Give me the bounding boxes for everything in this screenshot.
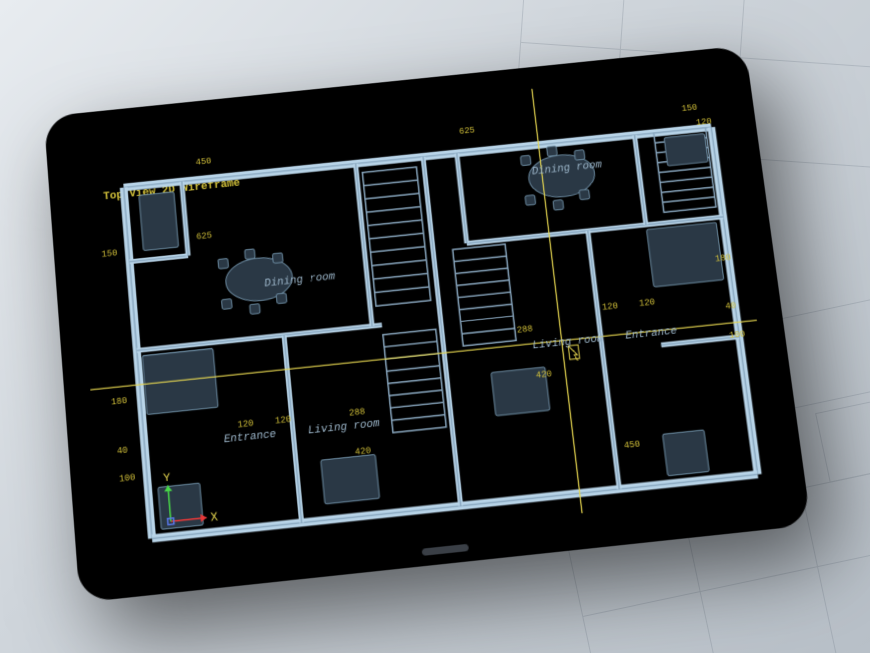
dimension-label: 120 [695, 116, 712, 127]
dimension-label: 100 [729, 329, 746, 341]
dimension-label: 120 [275, 414, 292, 426]
svg-text:Y: Y [163, 470, 171, 485]
room-label: Entrance [223, 428, 276, 446]
cad-viewport[interactable]: Top|View 2D Wireframe Dining roomDining … [71, 68, 780, 564]
room-label: Entrance [625, 325, 678, 342]
dimension-label: 420 [535, 369, 552, 381]
tablet-device: Top|View 2D Wireframe Dining roomDining … [44, 45, 812, 602]
dimension-label: 288 [349, 406, 366, 418]
dimension-label: 40 [725, 300, 737, 311]
cad-drawing: Dining roomDining roomLiving roomEntranc… [71, 68, 780, 564]
dimension-label: 120 [237, 418, 254, 430]
dimension-label: 180 [715, 252, 732, 263]
home-button[interactable] [422, 543, 469, 555]
dimension-label: 150 [101, 248, 118, 259]
dimension-label: 120 [639, 297, 656, 309]
room-label: Living room [307, 417, 380, 437]
dimension-label: 150 [681, 102, 698, 113]
dimension-label: 288 [516, 323, 533, 335]
dimension-label: 450 [195, 156, 211, 167]
dimension-label: 100 [119, 472, 136, 484]
svg-text:X: X [210, 510, 218, 525]
dimension-label: 625 [196, 230, 213, 241]
dimension-label: 40 [117, 445, 129, 456]
dimension-label: 625 [459, 125, 476, 136]
dimension-label: 420 [355, 445, 372, 457]
dimension-label: 450 [623, 439, 640, 451]
dimension-label: 120 [602, 301, 619, 313]
dimension-label: 180 [111, 395, 128, 407]
